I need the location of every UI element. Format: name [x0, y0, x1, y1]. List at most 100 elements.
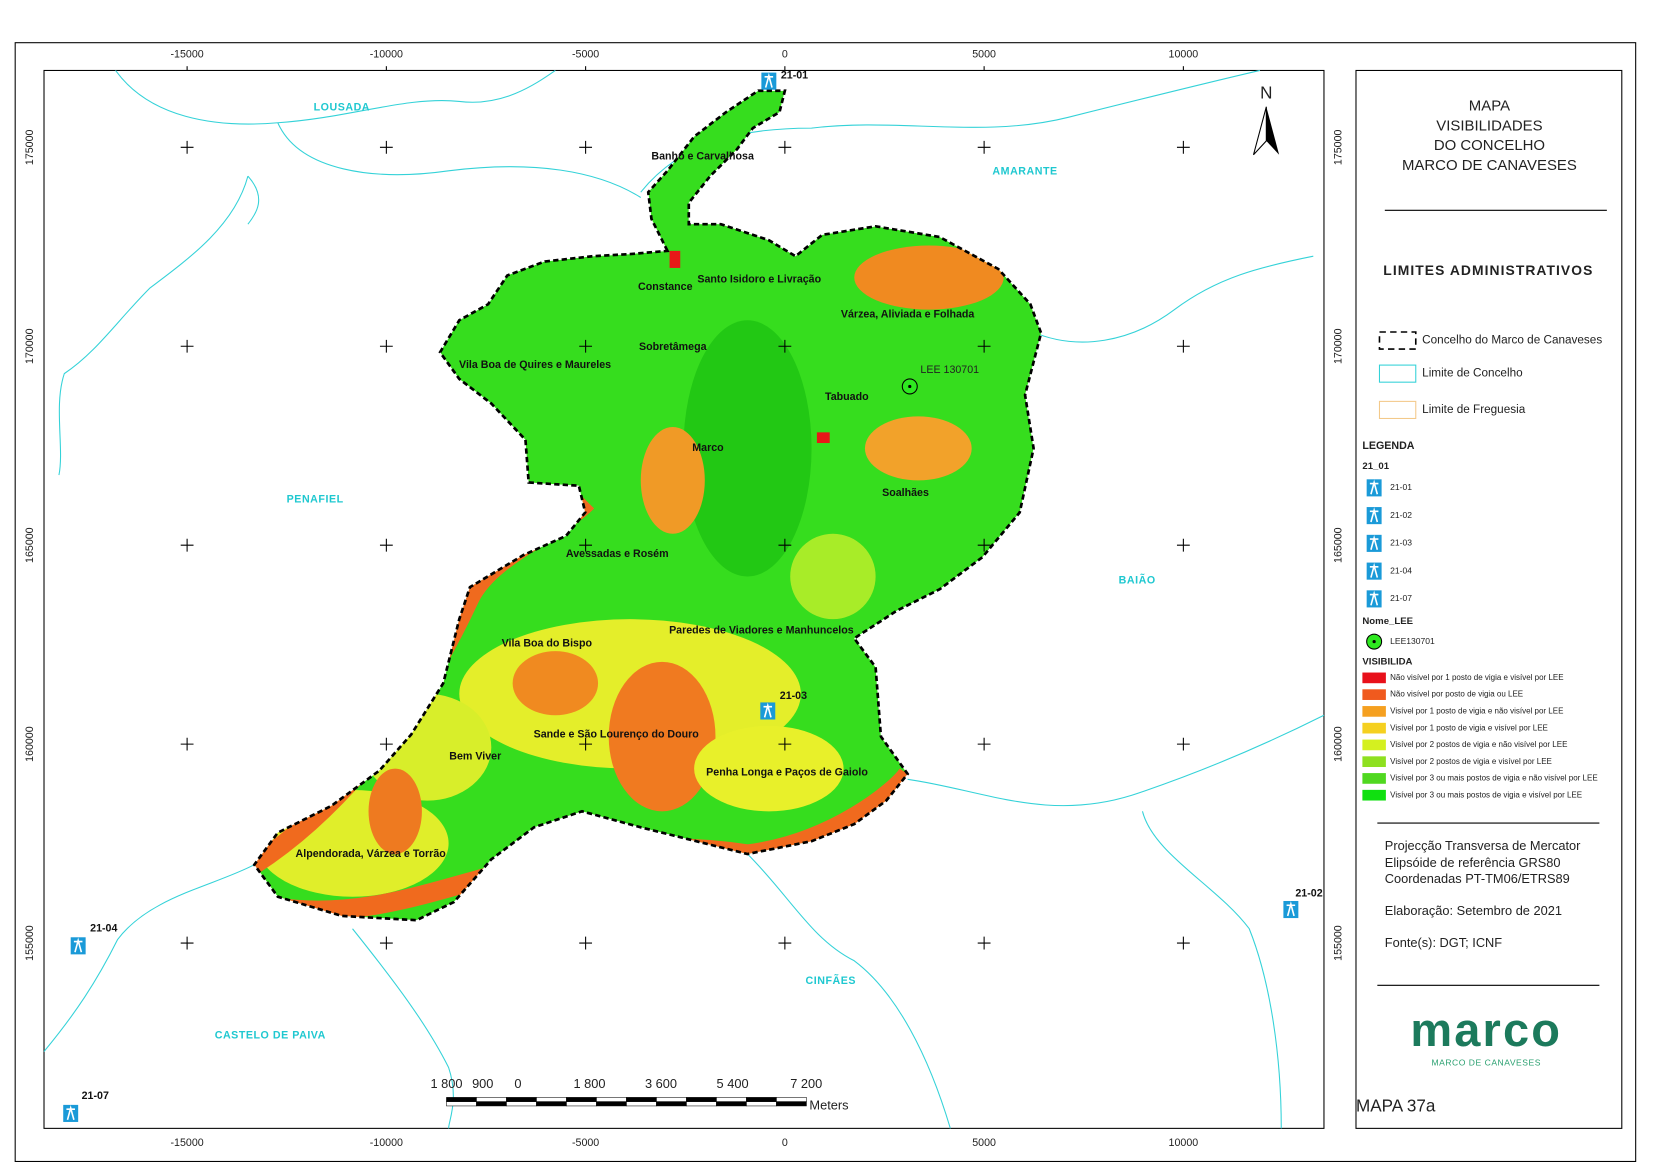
visibility-swatch: [1362, 789, 1386, 801]
grid-cross: [977, 538, 991, 552]
tower-label: 21-03: [780, 690, 807, 702]
scale-segment: [506, 1097, 537, 1102]
admin-swatch: [1378, 364, 1417, 383]
parish-label: Banho e Carvalhosa: [651, 151, 754, 163]
parish-label: Constance: [638, 281, 693, 293]
tower-legend-item: 21-04: [1390, 565, 1412, 575]
tower-label: 21-01: [781, 70, 808, 82]
tower-icon: [1369, 562, 1379, 578]
scale-segment: [476, 1097, 507, 1102]
visibility-swatch: [1362, 706, 1386, 717]
tower-label: 21-02: [1295, 887, 1322, 899]
x-grid-label: 0: [782, 48, 788, 60]
grid-cross: [1176, 339, 1190, 353]
visibility-swatch: [1362, 672, 1386, 684]
tower-icon: [1369, 534, 1379, 550]
admin-item: Limite de Freguesia: [1422, 403, 1526, 416]
y-grid-label: 175000: [24, 129, 36, 165]
map-title: DO CONCELHO: [1434, 137, 1545, 154]
grid-cross: [579, 936, 593, 950]
logo-subtitle: MARCO DE CANAVESES: [1431, 1057, 1540, 1067]
north-label: N: [1260, 83, 1272, 102]
scale-segment: [566, 1097, 597, 1102]
map-id: MAPA 37a: [1356, 1097, 1436, 1116]
scale-segment: [776, 1097, 807, 1102]
visibility-item: Visível por 3 ou mais postos de vigia e …: [1390, 790, 1582, 799]
grid-cross: [579, 737, 593, 751]
parish-label: Vila Boa de Quires e Maureles: [459, 359, 611, 371]
grid-cross: [379, 936, 393, 950]
admin-item: Limite de Concelho: [1422, 367, 1523, 380]
scale-segment: [626, 1097, 657, 1102]
grid-cross: [977, 936, 991, 950]
visibility-item: Não visível por posto de vigia ou LEE: [1390, 690, 1523, 699]
note: Elipsóide de referência GRS80: [1385, 855, 1561, 870]
tower-legend-item: 21-01: [1390, 482, 1412, 492]
x-grid-label: -10000: [370, 1137, 403, 1149]
visibility-item: Visível por 2 postos de vigia e não visí…: [1390, 740, 1567, 749]
grid-cross: [180, 538, 194, 552]
y-grid-label: 155000: [1333, 925, 1345, 961]
tower-label: 21-04: [90, 923, 117, 935]
x-grid-label: 5000: [972, 48, 996, 60]
tower-legend-item: 21-03: [1390, 538, 1412, 548]
lee-marker: [908, 384, 912, 389]
scale-segment: [446, 1101, 477, 1107]
scale-label: 900: [472, 1076, 493, 1091]
tower-icon: [763, 702, 773, 718]
visibility-swatch: [1362, 739, 1386, 751]
y-grid-label: 170000: [1333, 328, 1345, 364]
scale-label: 1 800: [573, 1076, 605, 1091]
scale-segment: [716, 1101, 747, 1107]
scale-segment: [776, 1101, 807, 1107]
note: Elaboração: Setembro de 2021: [1385, 903, 1562, 918]
parish-label: Avessadas e Rosém: [566, 548, 669, 560]
legend-panel: [1355, 69, 1623, 1129]
tower-icon: [73, 937, 83, 953]
y-grid-label: 175000: [1333, 129, 1345, 165]
parish-label: Bem Viver: [449, 751, 501, 763]
scale-segment: [686, 1097, 717, 1102]
note: Fonte(s): DGT; ICNF: [1385, 935, 1502, 950]
scale-segment: [656, 1101, 687, 1107]
grid-cross: [379, 140, 393, 154]
lee-legend-item: LEE130701: [1390, 636, 1435, 646]
legend-group: VISIBILIDA: [1362, 656, 1412, 667]
x-grid-label: 0: [782, 1137, 788, 1149]
grid-cross: [1176, 538, 1190, 552]
grid-cross: [977, 339, 991, 353]
scale-segment: [746, 1101, 777, 1107]
x-grid-label: -5000: [572, 48, 599, 60]
scale-label: 1 800: [430, 1076, 462, 1091]
tower-icon: [1369, 479, 1379, 495]
x-grid-label: -15000: [171, 48, 204, 60]
scale-segment: [716, 1097, 747, 1102]
scale-segment: [566, 1101, 597, 1107]
logo: marco: [1410, 1003, 1562, 1056]
grid-cross: [1176, 936, 1190, 950]
note: Projecção Transversa de Mercator: [1385, 838, 1581, 853]
lee-legend-marker: [1372, 639, 1376, 644]
tower-legend-item: 21-02: [1390, 510, 1412, 520]
visibility-swatch: [1362, 773, 1386, 784]
grid-cross: [379, 339, 393, 353]
parish-label: Marco: [692, 442, 724, 454]
scale-label: 7 200: [790, 1076, 822, 1091]
map-title: MAPA: [1469, 98, 1510, 115]
scale-segment: [596, 1097, 627, 1102]
tower-icon: [66, 1105, 75, 1121]
parish-label: Tabuado: [825, 391, 869, 403]
admin-swatch: [1378, 331, 1417, 350]
municipality-label: PENAFIEL: [287, 493, 344, 505]
parish-label: Alpendorada, Várzea e Torrão: [296, 848, 447, 860]
parish-label: Sande e São Lourenço do Douro: [534, 728, 700, 740]
x-grid-label: -15000: [171, 1137, 204, 1149]
scale-label: 3 600: [645, 1076, 677, 1091]
tower-legend-item: 21-07: [1390, 593, 1412, 603]
visibility-item: Visível por 2 postos de vigia e visível …: [1390, 757, 1552, 766]
parish-label: Penha Longa e Paços de Gaiolo: [706, 767, 868, 779]
grid-cross: [579, 339, 593, 353]
scale-label: 5 400: [717, 1076, 749, 1091]
grid-cross: [977, 737, 991, 751]
